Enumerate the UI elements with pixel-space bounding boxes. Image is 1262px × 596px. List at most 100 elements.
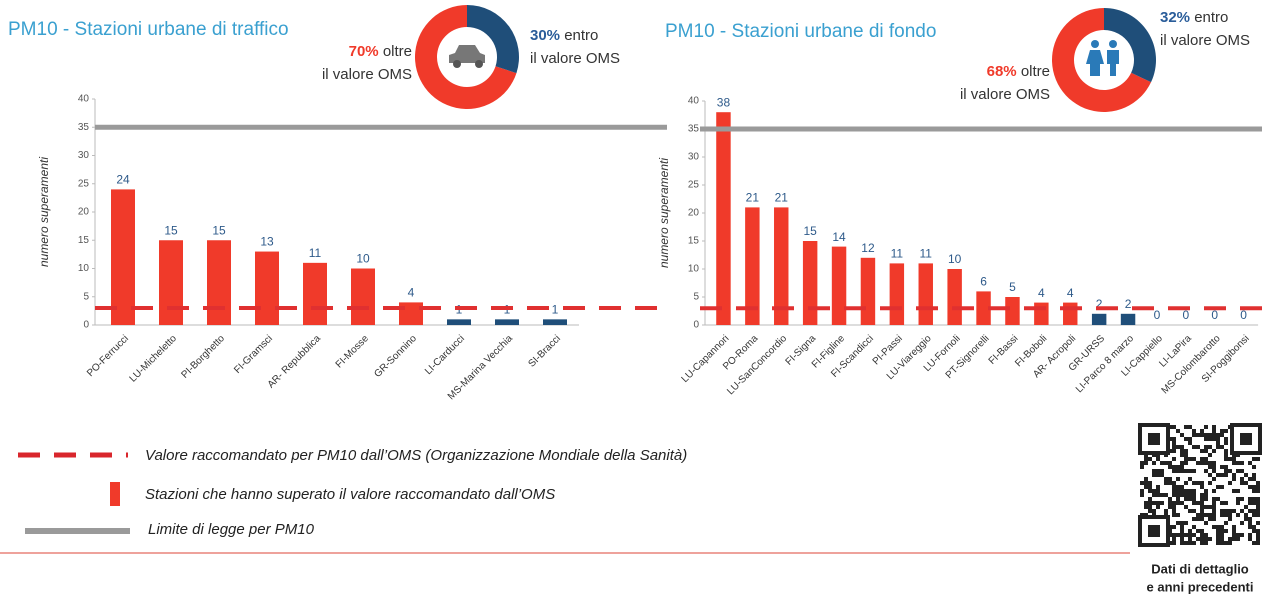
qr-cell (1236, 513, 1240, 517)
qr-cell (1228, 537, 1232, 541)
qr-cell (1144, 461, 1148, 465)
bar (1120, 313, 1136, 325)
qr-cell (1252, 465, 1256, 469)
qr-cell (1220, 525, 1224, 529)
qr-cell (1192, 457, 1196, 461)
qr-cell (1208, 505, 1212, 509)
qr-cell (1220, 465, 1224, 469)
qr-cell (1232, 533, 1236, 537)
qr-cell (1224, 513, 1228, 517)
qr-cell (1156, 493, 1160, 497)
donut-label: 32% entro il valore OMS (1160, 6, 1250, 52)
qr-cell (1176, 465, 1180, 469)
qr-cell (1204, 469, 1208, 473)
qr-cell (1172, 469, 1176, 473)
qr-cell (1236, 497, 1240, 501)
qr-cell (1172, 513, 1176, 517)
qr-cell (1232, 509, 1236, 513)
qr-cell (1232, 461, 1236, 465)
qr-cell (1148, 489, 1152, 493)
qr-cell (1172, 541, 1176, 545)
qr-cell (1244, 513, 1248, 517)
x-tick-label: PO-Ferrucci (85, 333, 131, 379)
qr-cell (1240, 477, 1244, 481)
donut-segment (467, 5, 519, 74)
data-label: 15 (803, 224, 817, 238)
person-head (1091, 40, 1099, 48)
qr-cell (1256, 521, 1260, 525)
qr-cell (1192, 501, 1196, 505)
qr-cell (1248, 533, 1252, 537)
car-wheel (475, 60, 483, 68)
qr-cell (1180, 541, 1184, 545)
data-label: 15 (164, 223, 178, 237)
qr-cell (1228, 457, 1232, 461)
x-tick-label: SI-Bracci (527, 333, 563, 369)
data-label: 12 (861, 241, 875, 255)
qr-cell (1216, 485, 1220, 489)
qr-cell (1164, 493, 1168, 497)
qr-cell (1248, 477, 1252, 481)
qr-finder (1230, 423, 1262, 455)
y-tick-label: 35 (78, 122, 90, 133)
qr-cell (1204, 541, 1208, 545)
qr-cell (1172, 481, 1176, 485)
bar (351, 268, 375, 325)
bar (399, 302, 423, 325)
data-label: 2 (1125, 297, 1132, 311)
qr-finder-core (1148, 525, 1160, 537)
qr-cell (1256, 513, 1260, 517)
qr-cell (1192, 533, 1196, 537)
qr-cell (1184, 541, 1188, 545)
qr-cell (1188, 529, 1192, 533)
data-label: 13 (260, 235, 274, 249)
qr-cell (1192, 429, 1196, 433)
qr-cell (1248, 537, 1252, 541)
qr-cell (1208, 465, 1212, 469)
qr-cell (1192, 493, 1196, 497)
qr-cell (1224, 521, 1228, 525)
qr-cell (1200, 429, 1204, 433)
qr-cell (1224, 441, 1228, 445)
qr-cell (1172, 525, 1176, 529)
qr-cell (1176, 469, 1180, 473)
donut-value-label: 68% (986, 63, 1017, 80)
qr-cell (1220, 473, 1224, 477)
qr-cell (1140, 489, 1144, 493)
qr-cell (1184, 457, 1188, 461)
qr-cell (1224, 529, 1228, 533)
data-label: 11 (920, 247, 933, 261)
qr-cell (1184, 453, 1188, 457)
qr-cell (1156, 473, 1160, 477)
qr-cell (1180, 465, 1184, 469)
legend-text: Valore raccomandato per PM10 dall’OMS (O… (145, 447, 687, 464)
qr-cell (1240, 509, 1244, 513)
qr-cell (1256, 505, 1260, 509)
donut-label: 30% entro il valore OMS (530, 24, 620, 70)
data-label: 0 (1183, 308, 1190, 322)
qr-cell (1172, 493, 1176, 497)
data-label: 1 (552, 303, 559, 317)
qr-cell (1252, 489, 1256, 493)
qr-cell (1212, 477, 1216, 481)
qr-cell (1196, 433, 1200, 437)
bar (716, 112, 731, 325)
qr-cell (1232, 525, 1236, 529)
qr-cell (1216, 437, 1220, 441)
qr-cell (1164, 509, 1168, 513)
data-label: 21 (775, 191, 789, 205)
qr-cell (1148, 509, 1152, 513)
qr-cell (1196, 445, 1200, 449)
qr-cell (1220, 533, 1224, 537)
qr-cell (1208, 481, 1212, 485)
y-tick-label: 15 (78, 235, 90, 246)
qr-cell (1200, 541, 1204, 545)
bar (831, 246, 847, 325)
qr-cell (1156, 457, 1160, 461)
data-label: 24 (116, 173, 130, 187)
qr-cell (1256, 501, 1260, 505)
qr-cell (1196, 461, 1200, 465)
y-tick-label: 25 (688, 180, 700, 191)
qr-cell (1188, 533, 1192, 537)
qr-cell (1204, 489, 1208, 493)
